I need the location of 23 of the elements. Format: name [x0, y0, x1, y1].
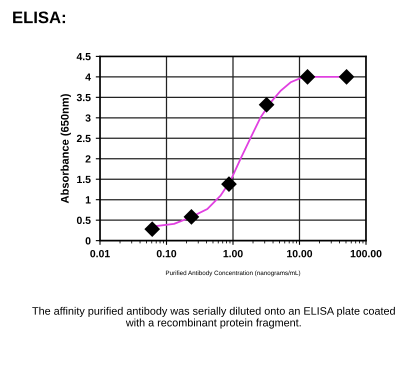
x-tick-label: 1.00: [224, 250, 243, 258]
y-tick-label: 3.5: [76, 94, 91, 102]
point: [144, 222, 160, 237]
y-tick-label: 3: [85, 114, 91, 122]
y-tick-label: 4.5: [76, 53, 91, 60]
y-tick-label: 1: [86, 196, 91, 204]
x-tick-label: 10.00: [287, 250, 312, 258]
point: [300, 69, 316, 84]
point: [338, 69, 354, 84]
point: [184, 209, 199, 224]
x-tick-label: 100.00: [350, 250, 382, 258]
chart-title: ELISA:: [13, 11, 66, 24]
y-tick-label: 0: [86, 237, 91, 245]
y-tick-label: 0.5: [76, 216, 91, 224]
y-axis-title: Absorbance (650nm): [60, 94, 71, 204]
point: [221, 176, 237, 192]
text: The affinity purified antibody was serially diluted onto an ELISA plate coated with a recombinant protein fragment.: [32, 306, 395, 329]
y-tick-label: 2: [86, 155, 91, 163]
x-tick-label: 0.01: [90, 250, 110, 258]
y-tick-label: 4: [85, 73, 91, 81]
x-tick-label: 0.10: [156, 250, 176, 258]
y-tick-label: 1.5: [77, 176, 91, 184]
y-tick-label: 2.5: [76, 134, 91, 142]
